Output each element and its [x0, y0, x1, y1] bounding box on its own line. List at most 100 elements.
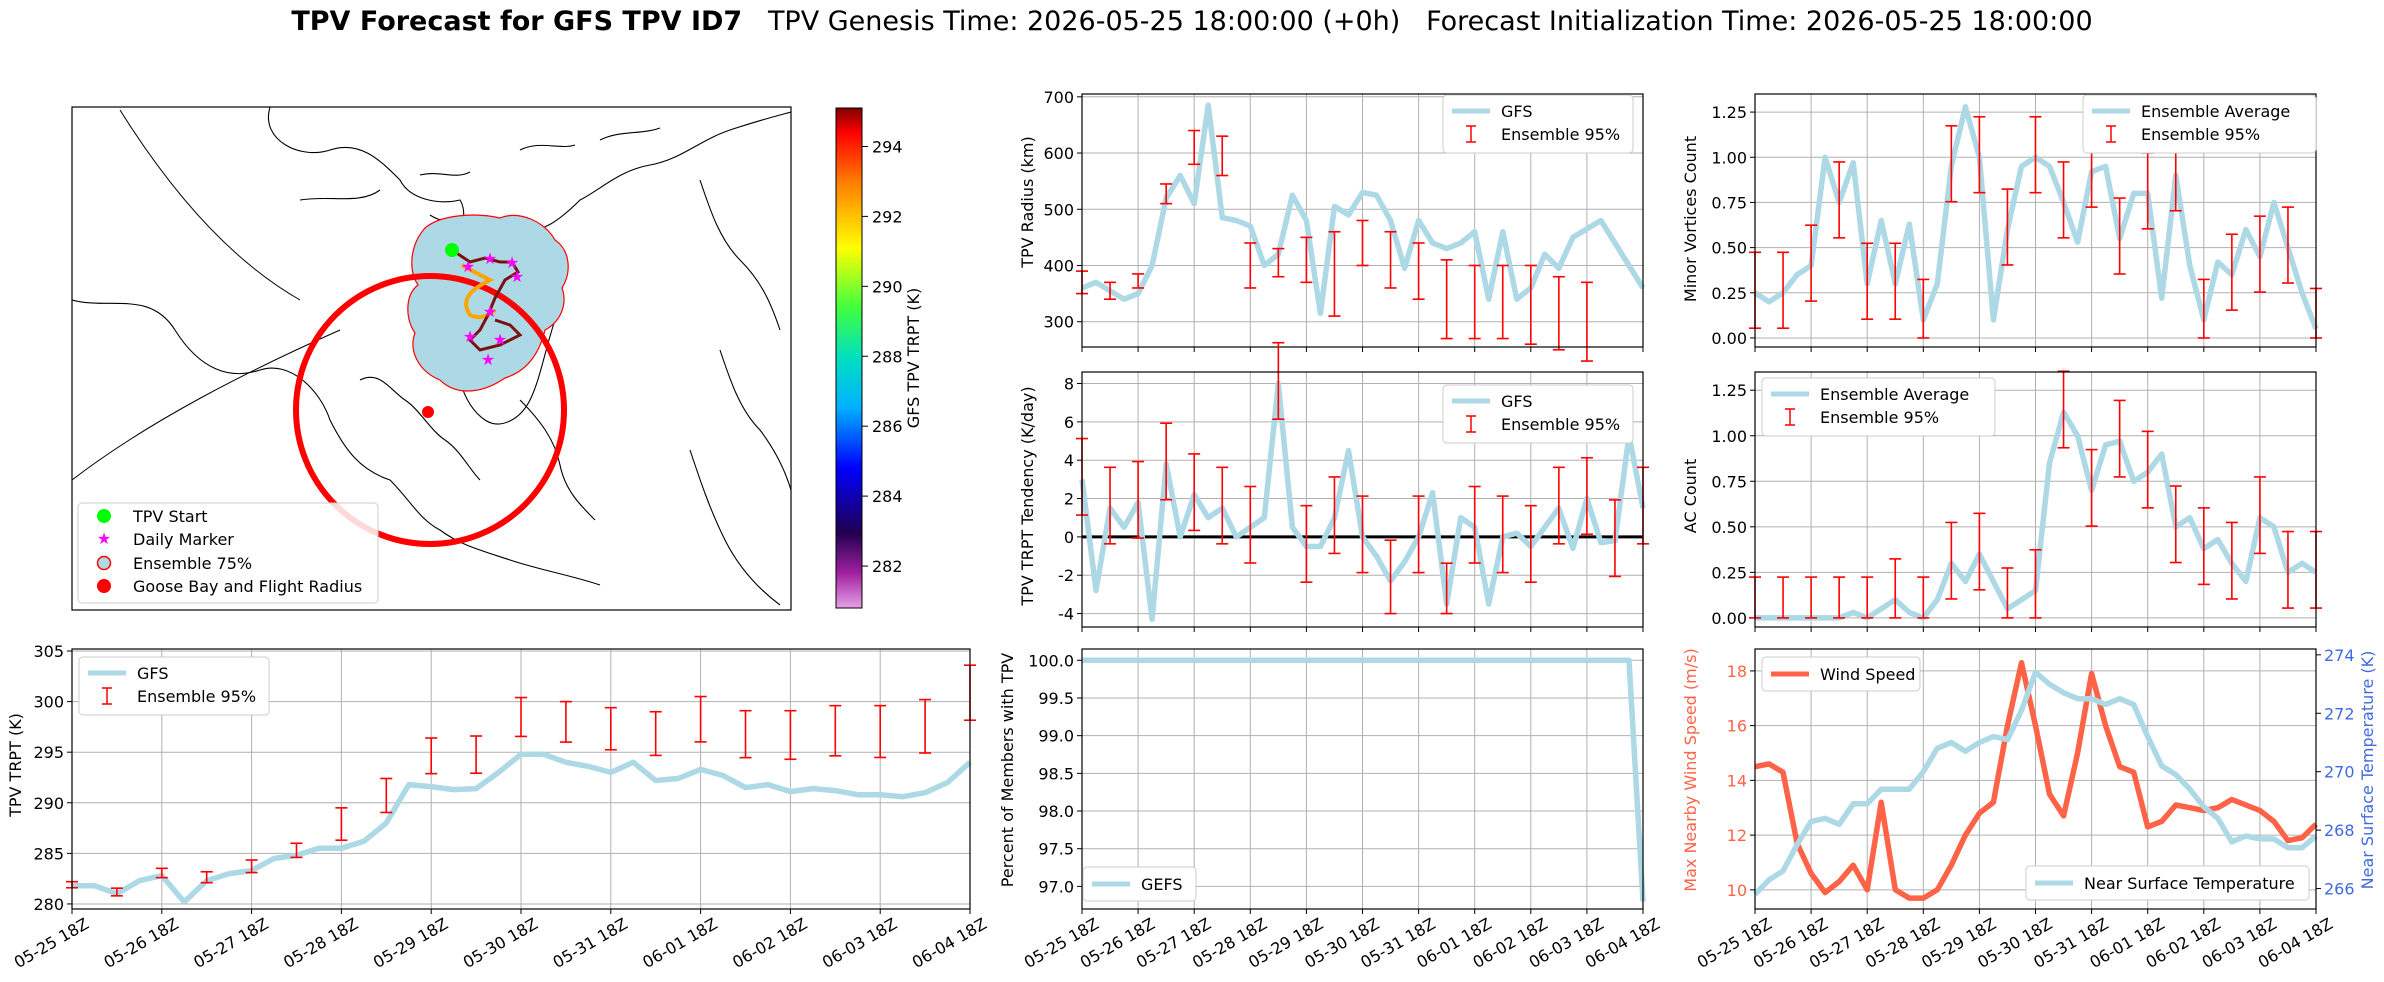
ensemble-95-errorbar: [515, 696, 527, 738]
ensemble-95-errorbar: [200, 870, 213, 884]
legend: Ensemble Average Ensemble 95%: [1761, 377, 1996, 437]
y-tick-label-right: 270: [2324, 763, 2355, 782]
ensemble-95-errorbar: [1861, 576, 1874, 619]
map-projection-arc-2: [119, 109, 301, 301]
daily-marker: ★: [493, 330, 507, 349]
y-tick-label: 98.5: [1038, 764, 1074, 783]
ensemble-95-errorbar: [1104, 281, 1117, 301]
panel-tendency: -4 -2 0 2 4 6 8 TPV TRPT Tendency (K/day) GFS …: [1018, 341, 1649, 632]
y-tick-label: 285: [33, 844, 64, 863]
x-tick-label: 06-04 18Z: [909, 914, 990, 972]
ensemble-95-errorbar: [1216, 466, 1229, 545]
y-axis-label: TPV TRPT (K): [6, 713, 25, 818]
y-tick-label: 16: [1727, 717, 1747, 736]
ensemble-95-errorbar: [1300, 236, 1313, 284]
y-tick-label-right: 268: [2324, 821, 2355, 840]
daily-marker: ★: [481, 350, 495, 369]
ensemble-95-errorbar: [1524, 264, 1537, 345]
colorbar-tick-label: 294: [872, 137, 903, 156]
panel-trpt: 05-25 18Z 05-26 18Z 05-27 18Z 05-28 18Z 05-2…: [6, 642, 990, 972]
y-axis-label-left: Max Nearby Wind Speed (m/s): [1681, 648, 1700, 891]
legend-label: Ensemble 95%: [1501, 125, 1620, 144]
ensemble-95-errorbar: [604, 706, 617, 751]
ensemble-95-errorbar: [2197, 278, 2210, 339]
ensemble-95-errorbar: [2029, 548, 2042, 619]
ensemble-95-errorbar: [1356, 219, 1369, 267]
ensemble-95-errorbar: [1861, 242, 1874, 320]
legend-label: GEFS: [1141, 875, 1183, 894]
series-line-gfs: [1080, 102, 1646, 317]
colorbar-tick-label: 282: [872, 557, 903, 576]
map-legend-label: Daily Marker: [133, 530, 234, 549]
plot-frame: [1754, 93, 2317, 348]
x-tick-label: 06-02 18Z: [729, 914, 810, 972]
ensemble-95-errorbar: [2197, 507, 2210, 586]
ensemble-95-errorbar: [1132, 460, 1145, 539]
y-tick-label: 98.0: [1038, 802, 1074, 821]
y-tick-label: 1.25: [1711, 103, 1747, 122]
title-genesis: TPV Genesis Time: 2026-05-25 18:00:00 (+…: [767, 6, 1401, 37]
x-tick-label: 06-03 18Z: [819, 914, 900, 972]
ensemble-95-errorbar: [1384, 230, 1397, 289]
ensemble-95-errorbar: [2113, 399, 2126, 478]
y-tick-label: 305: [33, 642, 64, 661]
y-tick-label: 700: [1043, 88, 1074, 107]
ensemble-95-errorbar: [1552, 275, 1565, 351]
ensemble-95-errorbar: [874, 704, 887, 759]
plot-frame: [1081, 648, 1644, 910]
tpv-start-marker: [445, 243, 459, 257]
ensemble-95-errorbar: [559, 700, 572, 743]
legend-swatch-ensemble: [1466, 125, 1476, 143]
ensemble-95-errorbar: [739, 709, 752, 759]
series-line-wind-speed: [1754, 659, 2318, 901]
legend-label: GFS: [137, 664, 168, 683]
ensemble-95-errorbar: [1973, 115, 1986, 194]
x-tick-label: 05-31 18Z: [550, 914, 631, 972]
x-tick-label: 05-26 18Z: [101, 914, 182, 972]
y-tick-label: 14: [1727, 771, 1747, 790]
plot-frame: [1754, 648, 2317, 910]
y-tick-label: 1.25: [1711, 381, 1747, 400]
y-tick-label: 1.00: [1711, 427, 1747, 446]
ensemble-95-errorbar: [2141, 430, 2154, 509]
ensemble-95-errorbar: [1132, 273, 1145, 289]
x-tick-label: 05-25 18Z: [11, 914, 92, 972]
ensemble-95-errorbar: [2281, 206, 2294, 284]
goose-bay-flight-radius: [293, 273, 567, 547]
ensemble-95-errorbar: [1188, 453, 1201, 532]
map-legend-label: Goose Bay and Flight Radius: [133, 577, 362, 596]
legend-tpv-start-icon: [97, 509, 111, 523]
ensemble-95-errorbar: [335, 807, 348, 842]
y-tick-label: 10: [1727, 881, 1747, 900]
y-tick-label: 1.00: [1711, 148, 1747, 167]
map-projection-arc: [72, 329, 341, 481]
ensemble-95-errorbar: [1440, 259, 1453, 340]
legend-label: Ensemble 95%: [1501, 415, 1620, 434]
colorbar-tick-label: 284: [872, 487, 903, 506]
tpv-track: [451, 248, 523, 352]
ensemble-75-track: [460, 263, 497, 320]
legend-label: Near Surface Temperature: [2084, 874, 2295, 893]
ensemble-95-errorbar: [1160, 183, 1173, 205]
ensemble-95-errorbar: [1833, 161, 1846, 239]
ensemble-95-errorbar: [1384, 539, 1397, 615]
plot-frame: [1081, 371, 1644, 628]
y-tick-label: 2: [1064, 490, 1074, 509]
map-legend: TPV Start ★ Daily Marker Ensemble 75% Go…: [77, 502, 379, 604]
ensemble-95-errorbar: [1889, 558, 1902, 619]
legend-ensemble-75-icon: [96, 555, 112, 571]
y-tick-label: 400: [1043, 256, 1074, 275]
y-tick-label: 0.50: [1711, 518, 1747, 537]
y-tick-label: 97.5: [1038, 840, 1074, 859]
ensemble-95-errorbar: [2281, 530, 2294, 609]
x-tick-label: 05-27 18Z: [190, 914, 271, 972]
series-line-gfs: [72, 751, 972, 905]
ensemble-95-errorbar: [155, 867, 168, 879]
plot-frame: [1754, 371, 2317, 628]
coastline-labrador: [359, 376, 596, 521]
ensemble-95-errorbar: [1468, 264, 1481, 340]
y-tick-label: 280: [33, 895, 64, 914]
legend-label: Ensemble 95%: [2141, 125, 2260, 144]
